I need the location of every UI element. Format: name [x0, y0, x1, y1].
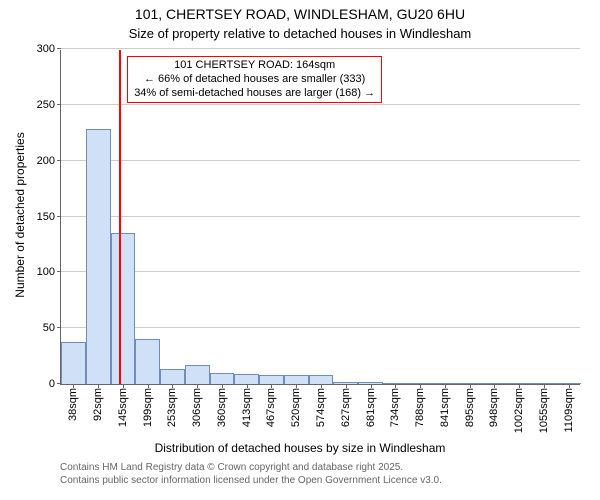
x-tick-label: 92sqm — [92, 388, 104, 421]
histogram-bar — [259, 375, 284, 384]
x-tick-mark — [395, 384, 396, 388]
x-tick-label: 253sqm — [166, 388, 178, 427]
y-tick-mark — [57, 271, 61, 272]
x-tick-mark — [247, 384, 248, 388]
y-tick-mark — [57, 160, 61, 161]
x-tick-label: 467sqm — [265, 388, 277, 427]
y-gridline — [61, 216, 580, 217]
y-gridline — [61, 327, 580, 328]
x-tick-mark — [148, 384, 149, 388]
annotation-line: 101 CHERTSEY ROAD: 164sqm — [134, 59, 375, 73]
chart-subtitle: Size of property relative to detached ho… — [0, 26, 600, 41]
histogram-bar — [284, 375, 309, 384]
histogram-bar — [160, 369, 185, 384]
annotation-line: ← 66% of detached houses are smaller (33… — [134, 73, 375, 87]
histogram-bar — [185, 365, 210, 384]
x-tick-mark — [222, 384, 223, 388]
x-tick-mark — [321, 384, 322, 388]
x-tick-label: 1055sqm — [538, 388, 550, 433]
x-tick-mark — [172, 384, 173, 388]
chart-title: 101, CHERTSEY ROAD, WINDLESHAM, GU20 6HU — [0, 6, 600, 22]
footer-line: Contains public sector information licen… — [60, 474, 442, 487]
x-tick-label: 681sqm — [365, 388, 377, 427]
x-tick-mark — [73, 384, 74, 388]
histogram-bar — [111, 233, 136, 384]
x-tick-mark — [445, 384, 446, 388]
x-tick-label: 413sqm — [241, 388, 253, 427]
y-tick-label: 250 — [37, 99, 61, 111]
x-tick-label: 574sqm — [315, 388, 327, 427]
plot-area: 05010015020025030038sqm92sqm145sqm199sqm… — [60, 50, 580, 385]
x-tick-mark — [296, 384, 297, 388]
histogram-bar — [86, 129, 111, 384]
histogram-bar — [309, 375, 334, 384]
x-tick-label: 306sqm — [191, 388, 203, 427]
x-tick-mark — [346, 384, 347, 388]
x-tick-label: 199sqm — [142, 388, 154, 427]
footer-attribution: Contains HM Land Registry data © Crown c… — [60, 461, 442, 487]
y-tick-label: 300 — [37, 43, 61, 55]
y-axis-label: Number of detached properties — [13, 65, 27, 365]
y-tick-mark — [57, 48, 61, 49]
histogram-bar — [61, 342, 86, 384]
y-gridline — [61, 271, 580, 272]
histogram-bar — [210, 373, 235, 384]
x-tick-label: 38sqm — [67, 388, 79, 421]
x-tick-label: 360sqm — [216, 388, 228, 427]
x-tick-mark — [420, 384, 421, 388]
x-tick-label: 841sqm — [439, 388, 451, 427]
x-tick-label: 520sqm — [290, 388, 302, 427]
x-tick-mark — [271, 384, 272, 388]
x-tick-label: 948sqm — [488, 388, 500, 427]
x-tick-label: 734sqm — [389, 388, 401, 427]
histogram-bar — [135, 339, 160, 384]
y-tick-label: 50 — [43, 322, 61, 334]
x-tick-mark — [470, 384, 471, 388]
y-gridline — [61, 160, 580, 161]
y-tick-label: 200 — [37, 155, 61, 167]
x-tick-mark — [123, 384, 124, 388]
x-tick-mark — [371, 384, 372, 388]
x-tick-label: 627sqm — [340, 388, 352, 427]
x-tick-mark — [494, 384, 495, 388]
y-tick-mark — [57, 104, 61, 105]
x-tick-label: 1002sqm — [513, 388, 525, 433]
footer-line: Contains HM Land Registry data © Crown c… — [60, 461, 442, 474]
y-tick-label: 150 — [37, 211, 61, 223]
x-tick-mark — [197, 384, 198, 388]
histogram-bar — [234, 374, 259, 384]
x-tick-label: 1109sqm — [563, 388, 575, 432]
x-tick-label: 895sqm — [464, 388, 476, 427]
x-axis-label: Distribution of detached houses by size … — [0, 441, 600, 455]
x-tick-mark — [519, 384, 520, 388]
annotation-box: 101 CHERTSEY ROAD: 164sqm← 66% of detach… — [127, 56, 382, 103]
y-tick-mark — [57, 216, 61, 217]
y-tick-mark — [57, 327, 61, 328]
y-gridline — [61, 48, 580, 49]
annotation-line: 34% of semi-detached houses are larger (… — [134, 87, 375, 101]
x-tick-label: 788sqm — [414, 388, 426, 427]
x-tick-mark — [569, 384, 570, 388]
y-tick-label: 0 — [49, 378, 61, 390]
y-tick-label: 100 — [37, 266, 61, 278]
marker-line — [119, 50, 121, 384]
x-tick-mark — [544, 384, 545, 388]
y-gridline — [61, 104, 580, 105]
x-tick-mark — [98, 384, 99, 388]
x-tick-label: 145sqm — [117, 388, 129, 427]
